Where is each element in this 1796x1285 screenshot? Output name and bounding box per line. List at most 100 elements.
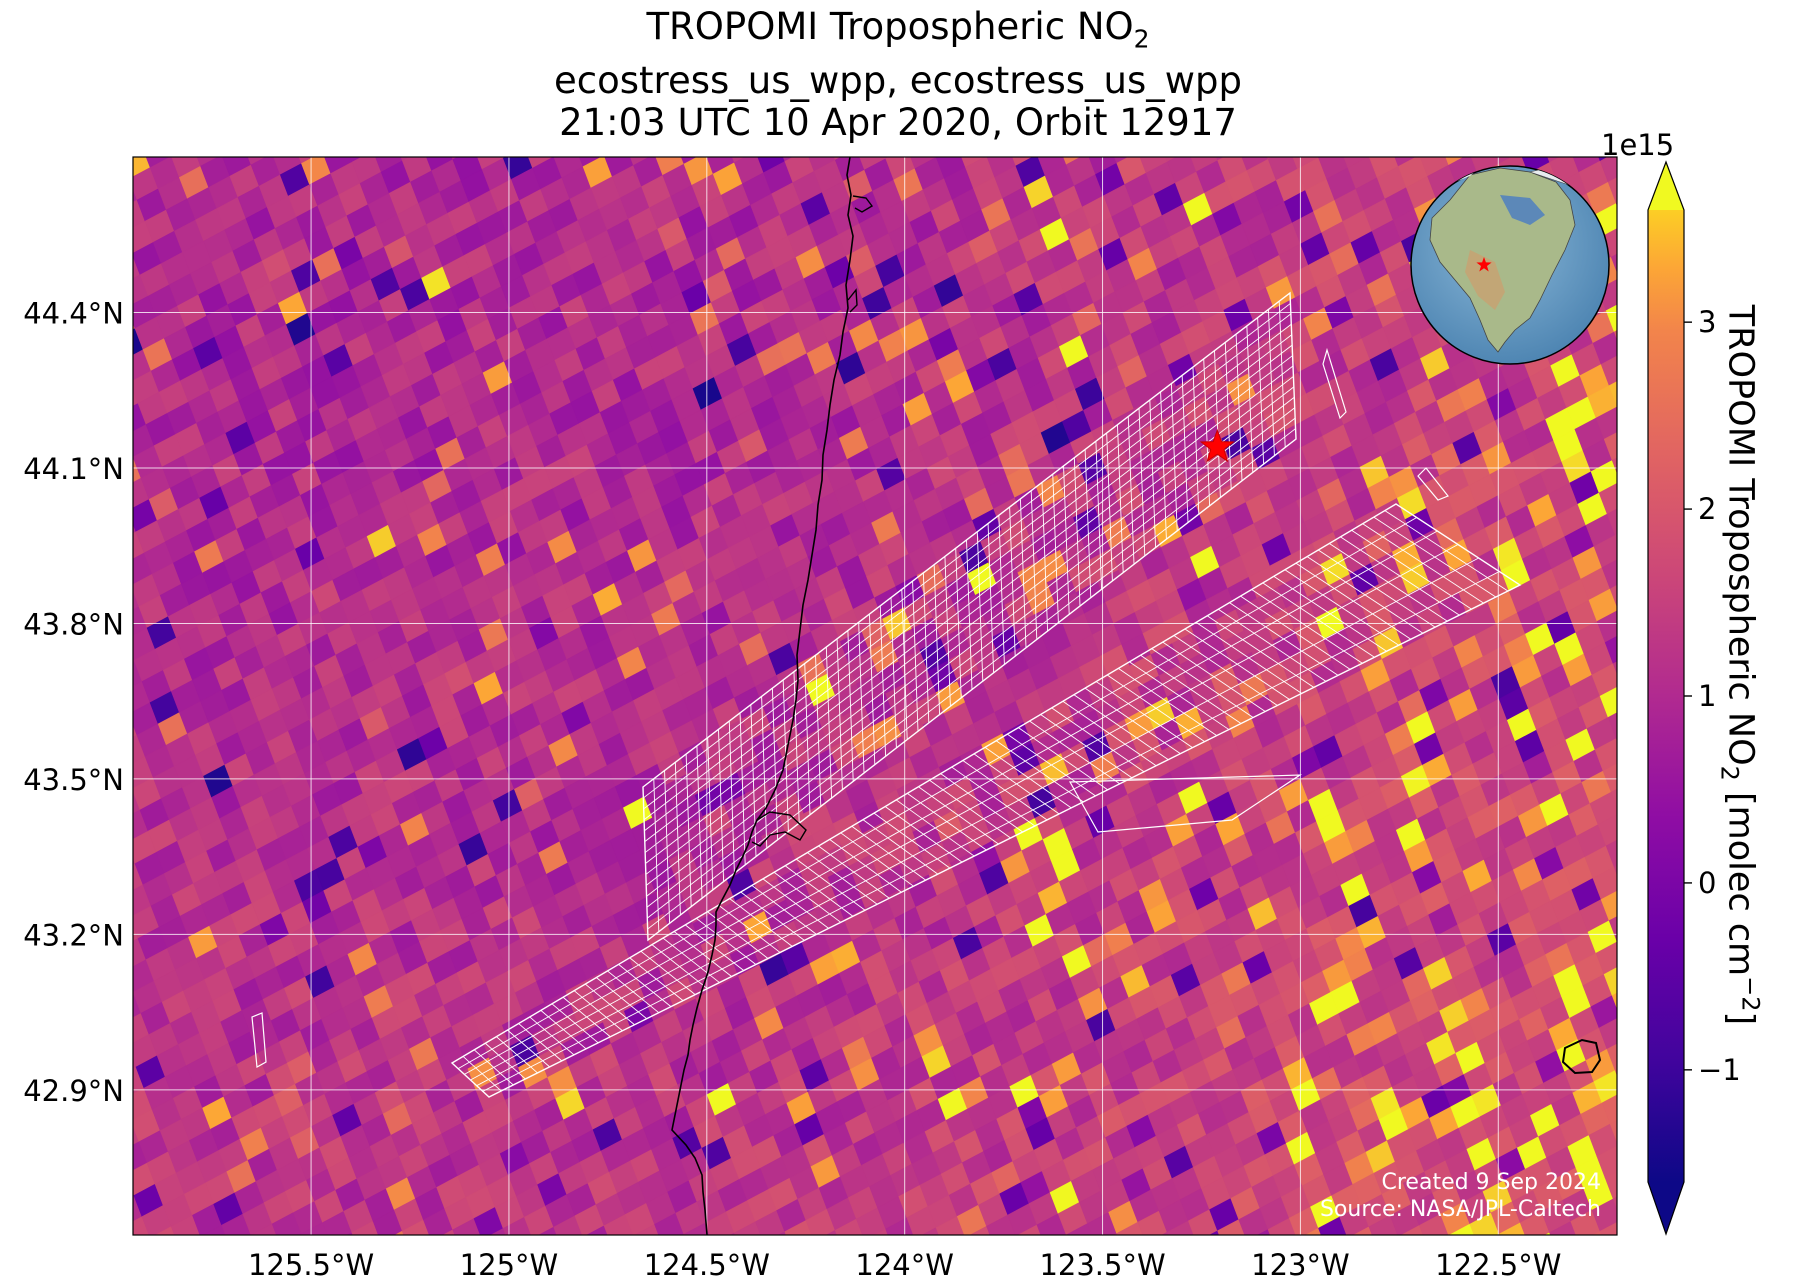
- no2-pixel: [1620, 470, 1649, 503]
- no2-pixel: [1614, 533, 1617, 541]
- colorbar-tick-label: 3: [1698, 305, 1716, 339]
- no2-pixel: [134, 114, 163, 146]
- colorbar-exponent: 1e15: [1601, 128, 1675, 162]
- footprint-fragment-west: [251, 1012, 267, 1068]
- no2-pixel: [95, 211, 124, 243]
- no2-pixel: [899, 115, 928, 147]
- footprint-grid-line: [643, 313, 1292, 810]
- no2-pixel: [1601, 559, 1617, 590]
- no2-pixel: [1613, 330, 1617, 340]
- no2-pixel: [1595, 941, 1617, 975]
- no2-pixel: [612, 1236, 641, 1268]
- no2-pixel: [528, 157, 555, 169]
- no2-pixel: [1012, 157, 1034, 167]
- no2-pixel: [1600, 890, 1617, 922]
- footprint-grid-line: [464, 530, 1438, 1075]
- no2-pixel: [1591, 1198, 1617, 1232]
- globe-star-icon: [1476, 257, 1492, 272]
- lat-tick-label: 44.1°N: [23, 452, 124, 486]
- no2-pixel: [1608, 381, 1617, 407]
- no2-pixel: [1498, 1222, 1526, 1235]
- no2-pixel: [1029, 122, 1058, 154]
- lon-tick-label: 125.5°W: [248, 1248, 374, 1282]
- no2-pixel: [1462, 121, 1491, 153]
- no2-pixel: [133, 1216, 150, 1235]
- no2-pixel: [1590, 459, 1617, 494]
- no2-pixel: [1318, 1216, 1347, 1235]
- no2-pixel: [1599, 686, 1617, 718]
- no2-pixel: [1587, 385, 1617, 419]
- no2-pixel: [1496, 157, 1513, 165]
- no2-pixel: [502, 1216, 532, 1235]
- footprint-grid-line: [476, 557, 1479, 1087]
- no2-pixel: [351, 1220, 379, 1235]
- no2-pixel: [884, 157, 890, 160]
- no2-pixel: [1534, 109, 1563, 142]
- no2-pixel: [784, 1219, 812, 1235]
- no2-pixel: [442, 1229, 456, 1235]
- no2-pixel: [1607, 712, 1617, 740]
- no2-pixel: [1050, 111, 1079, 143]
- colorbar-ticks: 3 2 1 0 −1: [1684, 305, 1741, 1087]
- no2-pixel: [1598, 1018, 1617, 1050]
- no2-pixel: [1603, 432, 1617, 461]
- no2-pixel: [586, 1225, 608, 1235]
- no2-pixel: [1017, 1224, 1042, 1235]
- no2-pixel: [1394, 157, 1417, 167]
- no2-pixel: [221, 1213, 252, 1235]
- lat-tick-label: 44.4°N: [23, 296, 124, 330]
- no2-pixel: [250, 1223, 277, 1235]
- colorbar-gradient: [1648, 210, 1684, 1182]
- colorbar-title: TROPOMI Tropospheric NO2 [molec cm−2]: [1715, 304, 1765, 1026]
- no2-pixel: [1216, 157, 1225, 161]
- no2-pixel: [1590, 995, 1617, 1029]
- colorbar: 3 2 1 0 −1: [1647, 160, 1741, 1236]
- no2-pixel: [92, 1207, 121, 1240]
- no2-pixel: [133, 656, 135, 662]
- footprint-grid-line: [482, 571, 1500, 1092]
- no2-pixel: [668, 110, 697, 142]
- no2-pixel: [1629, 160, 1658, 193]
- no2-pixel: [825, 1229, 838, 1235]
- no2-pixel: [969, 1225, 991, 1235]
- no2-pixel: [1433, 111, 1462, 143]
- no2-pixel: [793, 1242, 822, 1274]
- no2-pixel: [301, 1222, 328, 1235]
- no2-pixel: [1332, 114, 1361, 147]
- globe-hudson-bay: [1500, 195, 1545, 225]
- footprint-grid-line: [644, 344, 1293, 842]
- no2-pixel: [772, 1253, 801, 1285]
- no2-pixel: [502, 157, 507, 159]
- no2-pixel: [1352, 1226, 1373, 1235]
- no2-pixel: [979, 124, 1008, 157]
- no2-pixel: [1616, 941, 1617, 943]
- no2-pixel: [1281, 116, 1310, 148]
- no2-pixel: [1599, 157, 1617, 183]
- no2-pixel: [285, 110, 314, 142]
- colorbar-extend-min: [1648, 1182, 1684, 1234]
- no2-pixel: [1587, 920, 1617, 954]
- no2-pixel: [113, 125, 142, 157]
- no2-pixel: [553, 157, 555, 158]
- no2-pixel: [93, 340, 122, 372]
- no2-pixel: [133, 1192, 135, 1197]
- no2-pixel: [579, 157, 603, 168]
- no2-pixel: [777, 1231, 787, 1235]
- no2-pixel: [1180, 118, 1209, 150]
- no2-pixel: [1377, 1237, 1406, 1270]
- no2-pixel: [1512, 120, 1541, 153]
- no2-pixel: [567, 113, 596, 145]
- no2-pixel: [133, 991, 134, 993]
- no2-pixel: [100, 158, 129, 191]
- colorbar-tick-label: 1: [1698, 679, 1716, 713]
- no2-pixel: [1608, 1241, 1637, 1273]
- lon-tick-label: 124°W: [855, 1248, 954, 1282]
- no2-pixel: [133, 523, 137, 534]
- no2-pixel: [1596, 610, 1617, 643]
- footprint-grid-line: [646, 396, 1295, 897]
- colorbar-tick-label: −1: [1698, 1053, 1741, 1087]
- no2-pixel: [1609, 1120, 1617, 1143]
- no2-pixel: [247, 157, 267, 166]
- no2-pixel: [1406, 1247, 1435, 1280]
- no2-pixel: [562, 1237, 591, 1270]
